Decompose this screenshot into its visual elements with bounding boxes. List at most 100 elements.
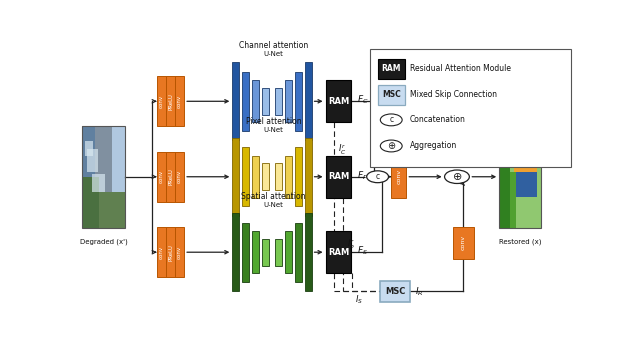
Bar <box>232 62 239 140</box>
Text: PReLU: PReLU <box>168 93 173 110</box>
Bar <box>175 76 184 126</box>
Text: c: c <box>376 172 380 181</box>
Bar <box>295 223 301 282</box>
Bar <box>262 239 269 266</box>
Text: $\oplus$: $\oplus$ <box>452 171 462 182</box>
Text: $I_S$: $I_S$ <box>355 294 364 307</box>
Text: Spatial attention: Spatial attention <box>241 192 306 201</box>
Bar <box>370 49 571 167</box>
Text: Residual Attention Module: Residual Attention Module <box>410 64 511 74</box>
Bar <box>275 88 282 115</box>
Text: conv: conv <box>461 235 466 250</box>
Bar <box>378 85 405 105</box>
Bar <box>285 80 292 122</box>
Bar <box>295 72 301 131</box>
Bar <box>499 126 541 167</box>
Bar <box>326 156 351 198</box>
Text: RAM: RAM <box>328 248 349 257</box>
Text: $\oplus$: $\oplus$ <box>387 140 396 152</box>
Text: Pixel attention: Pixel attention <box>246 117 301 126</box>
Bar <box>275 239 282 266</box>
Bar <box>83 126 108 177</box>
Text: Channel attention: Channel attention <box>239 41 308 50</box>
Bar <box>295 147 301 206</box>
Bar <box>232 138 239 216</box>
Text: c: c <box>389 116 394 124</box>
Text: RAM: RAM <box>381 64 401 74</box>
Text: conv: conv <box>177 246 182 259</box>
Bar <box>157 76 166 126</box>
Bar <box>380 280 410 302</box>
Circle shape <box>367 171 388 183</box>
Text: Aggregation: Aggregation <box>410 141 457 150</box>
Bar <box>175 227 184 277</box>
Bar <box>499 156 509 228</box>
Bar <box>242 72 249 131</box>
Text: RAM: RAM <box>328 97 349 106</box>
Text: Degraded (x'): Degraded (x') <box>80 239 127 245</box>
Bar <box>157 227 166 277</box>
Bar <box>85 141 93 156</box>
Bar <box>275 163 282 190</box>
Bar <box>175 152 184 202</box>
Text: MSC: MSC <box>382 91 401 99</box>
Text: conv: conv <box>159 246 164 259</box>
Bar <box>83 126 125 228</box>
Bar <box>232 213 239 291</box>
Text: $F_P$: $F_P$ <box>357 169 368 182</box>
Bar <box>514 146 537 172</box>
Bar <box>252 156 259 198</box>
Text: conv: conv <box>396 169 401 184</box>
Bar <box>83 192 125 228</box>
Text: conv: conv <box>159 95 164 108</box>
Bar <box>252 80 259 122</box>
Text: $F_S$: $F_S$ <box>357 245 368 257</box>
Bar <box>305 213 312 291</box>
Text: conv: conv <box>177 95 182 108</box>
Bar <box>88 149 98 172</box>
Text: U-Net: U-Net <box>264 51 284 57</box>
Bar <box>262 88 269 115</box>
Bar <box>499 126 541 228</box>
Text: conv: conv <box>177 170 182 183</box>
Bar <box>326 231 351 273</box>
Text: Mixed Skip Connection: Mixed Skip Connection <box>410 91 497 99</box>
Text: MSC: MSC <box>385 287 405 296</box>
Bar <box>392 156 406 198</box>
Bar <box>262 163 269 190</box>
Bar <box>285 231 292 273</box>
Bar <box>514 141 537 197</box>
Bar <box>242 147 249 206</box>
Text: PReLU: PReLU <box>168 244 173 261</box>
Text: conv: conv <box>159 170 164 183</box>
Bar <box>252 231 259 273</box>
Bar <box>166 76 175 126</box>
Bar <box>305 138 312 216</box>
Bar <box>285 156 292 198</box>
Bar <box>242 223 249 282</box>
Bar <box>166 227 175 277</box>
Text: $I_C^r$: $I_C^r$ <box>339 142 347 156</box>
Text: $F_C$: $F_C$ <box>357 94 369 106</box>
Bar <box>499 172 516 228</box>
Bar <box>92 174 105 192</box>
Bar <box>83 177 99 228</box>
Text: $I_R$: $I_R$ <box>415 285 423 298</box>
Text: RAM: RAM <box>328 172 349 181</box>
Bar <box>95 126 112 192</box>
Text: Restored (x): Restored (x) <box>499 239 541 245</box>
Text: U-Net: U-Net <box>264 202 284 208</box>
Bar <box>83 126 125 228</box>
Bar <box>378 59 405 79</box>
Bar <box>166 152 175 202</box>
Bar <box>326 80 351 122</box>
Text: PReLU: PReLU <box>168 168 173 185</box>
Circle shape <box>380 140 402 152</box>
Bar <box>499 126 541 228</box>
Text: U-Net: U-Net <box>264 127 284 133</box>
Text: $I_P^r$: $I_P^r$ <box>348 237 355 252</box>
Bar <box>305 62 312 140</box>
Text: Concatenation: Concatenation <box>410 116 466 124</box>
Bar <box>157 152 166 202</box>
Circle shape <box>445 170 469 183</box>
